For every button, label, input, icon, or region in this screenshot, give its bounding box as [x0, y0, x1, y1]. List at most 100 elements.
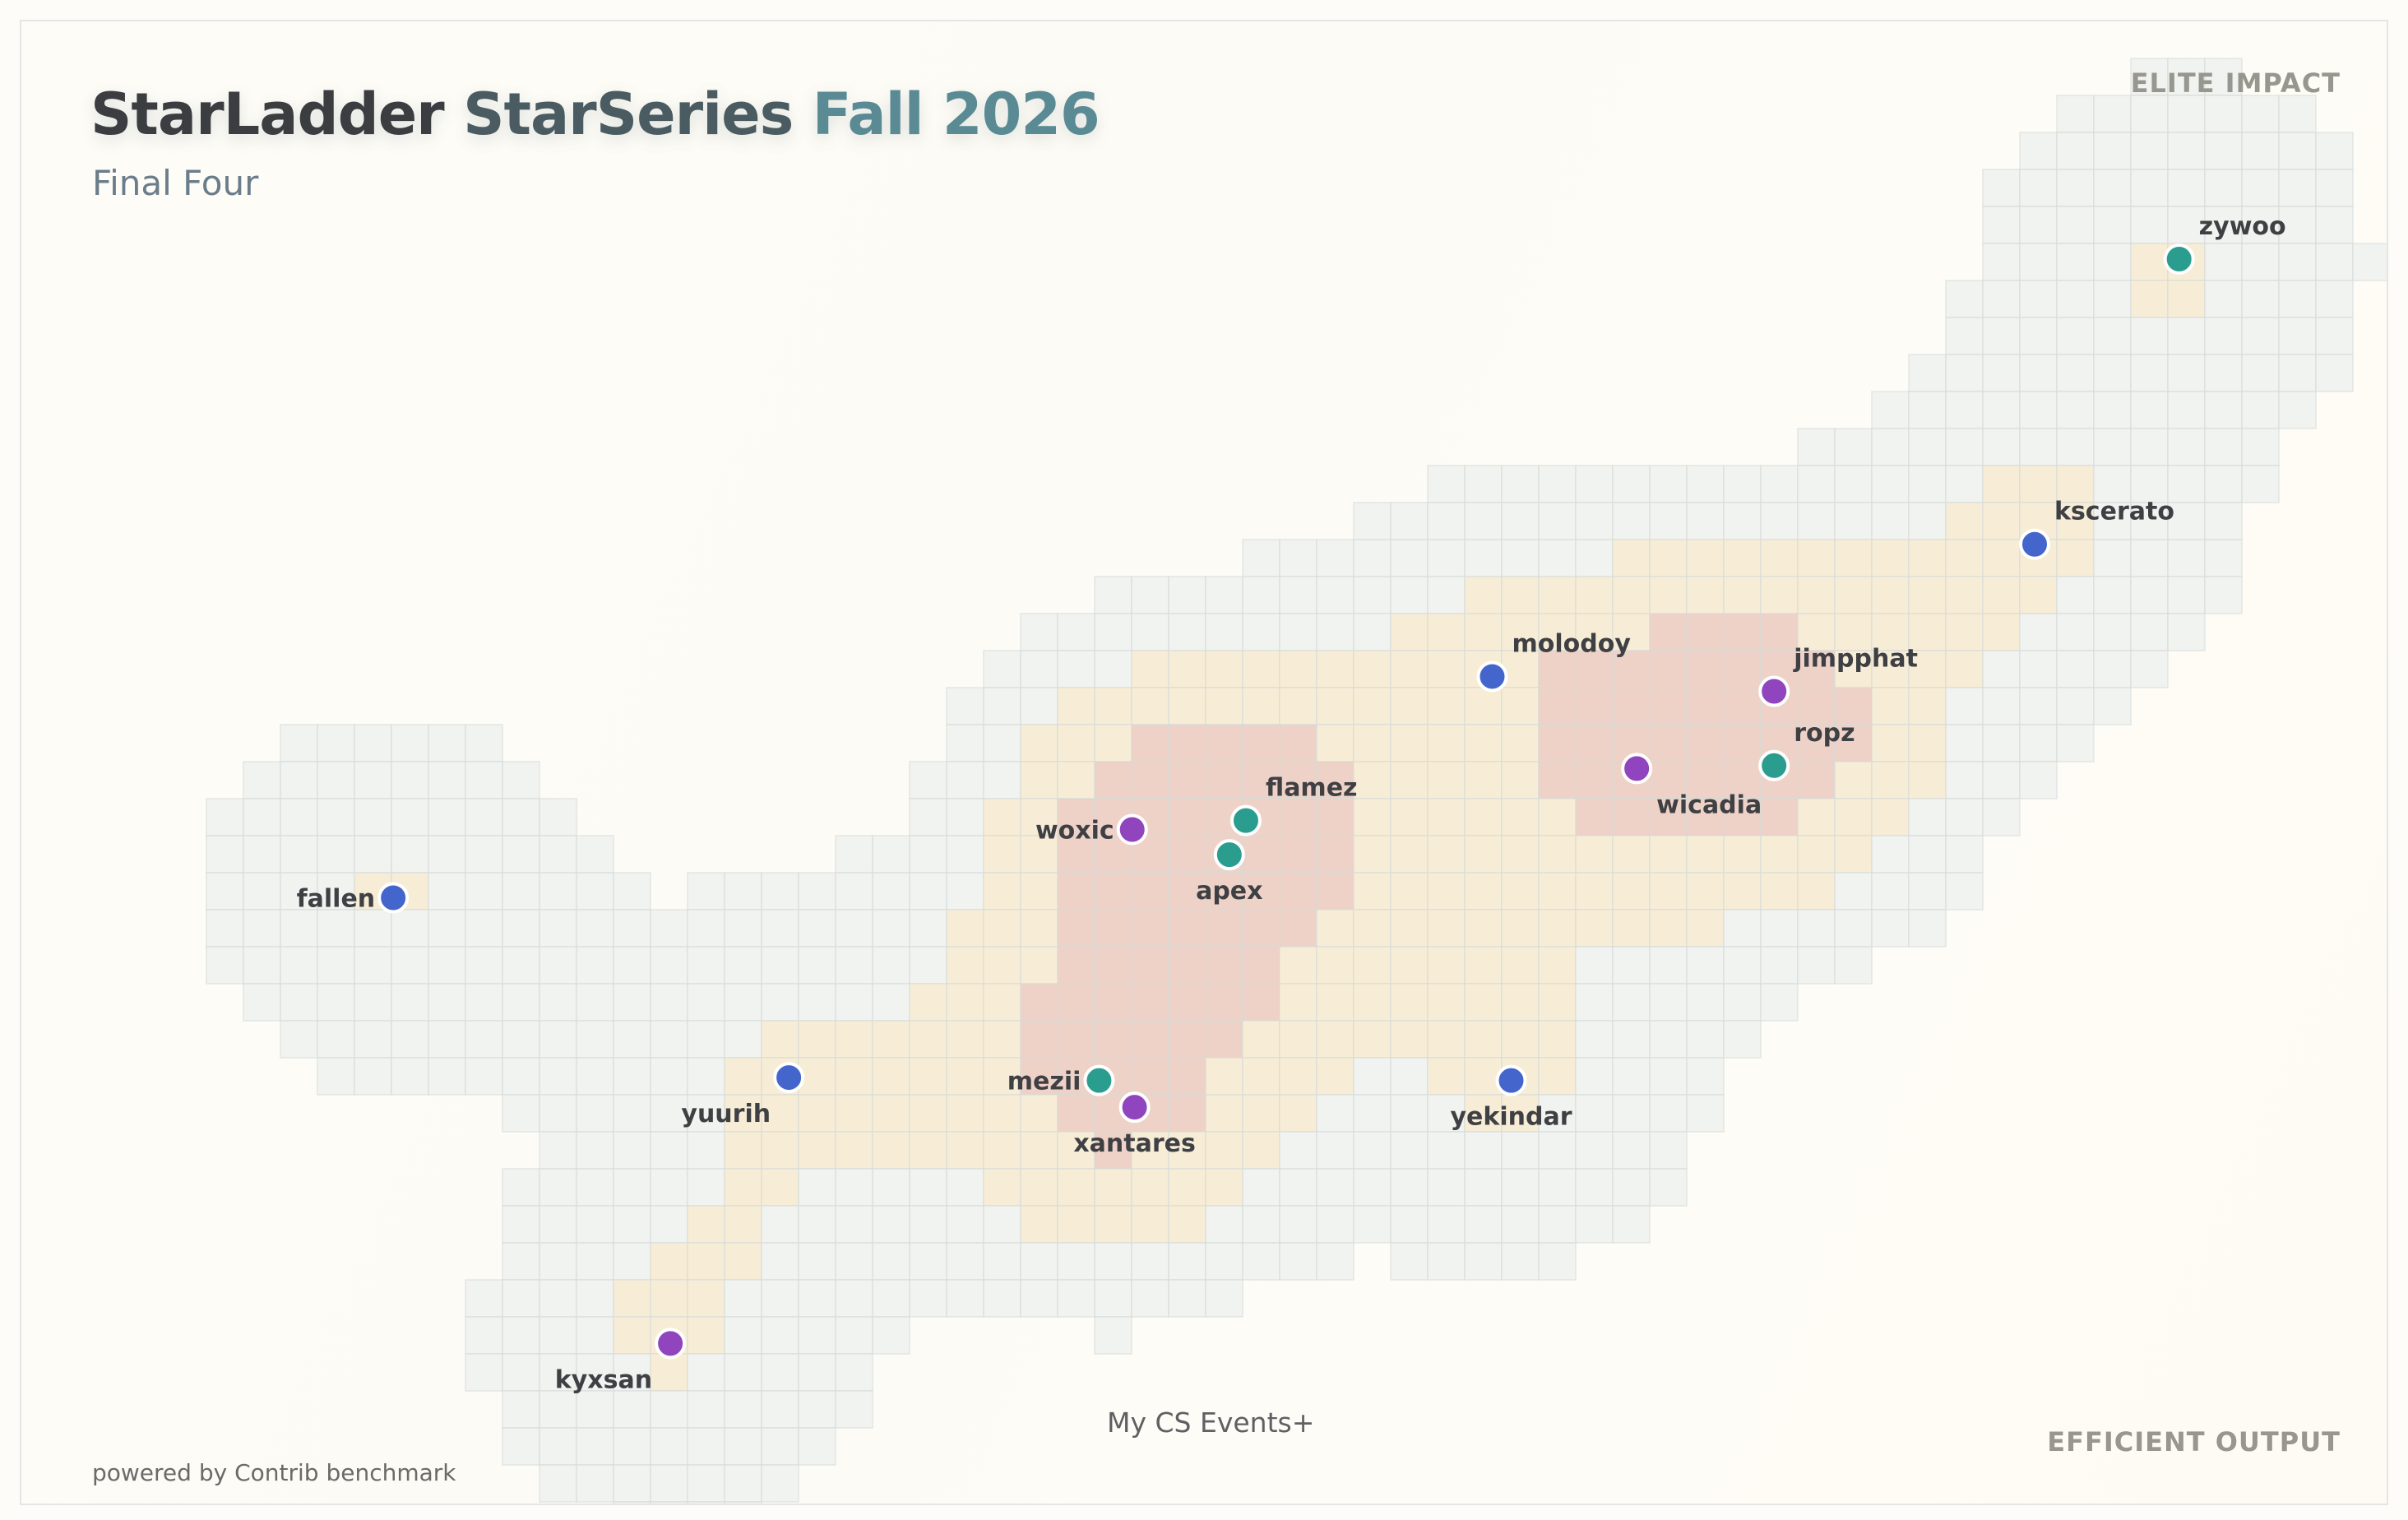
- density-cell: [465, 724, 503, 762]
- density-cell: [1057, 761, 1095, 799]
- density-cell: [1686, 613, 1725, 651]
- title-part-2: StarSeries: [463, 81, 794, 148]
- density-cell: [1908, 872, 1947, 911]
- density-cell: [613, 1131, 651, 1170]
- density-cell: [687, 1501, 725, 1504]
- density-cell: [539, 1131, 577, 1170]
- density-cell: [835, 1205, 873, 1244]
- point-fallen[interactable]: [377, 882, 410, 914]
- density-cell: [761, 909, 799, 948]
- density-cell: [2204, 132, 2243, 170]
- density-cell: [1390, 872, 1429, 911]
- density-cell: [1760, 909, 1799, 948]
- density-cell: [539, 1316, 577, 1355]
- density-cell: [798, 983, 836, 1022]
- point-label-ropz: ropz: [1794, 719, 1855, 748]
- point-apex[interactable]: [1213, 839, 1245, 871]
- density-cell: [1871, 909, 1910, 948]
- density-cell: [909, 1020, 947, 1059]
- density-cell: [1982, 465, 2021, 503]
- density-cell: [2130, 243, 2169, 281]
- density-cell: [2093, 687, 2132, 725]
- density-cell: [1612, 1094, 1651, 1133]
- density-cell: [1131, 761, 1169, 799]
- point-label-jimpphat: jimpphat: [1793, 645, 1918, 674]
- density-cell: [1057, 724, 1095, 762]
- point-label-molodoy: molodoy: [1512, 629, 1631, 658]
- density-cell: [2167, 613, 2206, 651]
- density-cell: [1427, 761, 1466, 799]
- density-cell: [2204, 539, 2243, 577]
- density-cell: [946, 1168, 984, 1207]
- density-cell: [280, 761, 318, 799]
- density-cell: [650, 946, 688, 985]
- density-cell: [650, 1427, 688, 1466]
- density-cell: [2204, 206, 2243, 244]
- density-cell: [1464, 1242, 1503, 1281]
- density-cell: [835, 872, 873, 911]
- density-cell: [1168, 946, 1206, 985]
- point-jimpphat[interactable]: [1758, 675, 1790, 707]
- density-cell: [206, 835, 244, 874]
- point-molodoy[interactable]: [1476, 660, 1508, 693]
- density-cell: [1094, 724, 1132, 762]
- density-cell: [798, 909, 836, 948]
- point-wicadia[interactable]: [1621, 753, 1653, 785]
- point-label-wicadia: wicadia: [1656, 790, 1762, 819]
- point-xantares[interactable]: [1118, 1091, 1151, 1124]
- density-cell: [1723, 613, 1762, 651]
- density-cell: [1501, 1242, 1540, 1281]
- density-cell: [613, 1094, 651, 1133]
- point-yekindar[interactable]: [1495, 1064, 1527, 1096]
- density-cell: [2056, 576, 2095, 614]
- density-cell: [2093, 206, 2132, 244]
- point-yuurih[interactable]: [773, 1062, 805, 1094]
- density-cell: [465, 835, 503, 874]
- density-cell: [1427, 1131, 1466, 1170]
- density-cell: [1501, 835, 1540, 874]
- density-cell: [2019, 428, 2058, 466]
- density-cell: [650, 1464, 688, 1503]
- point-mezii[interactable]: [1083, 1064, 1115, 1096]
- density-cell: [1612, 1020, 1651, 1059]
- point-flamez[interactable]: [1229, 804, 1262, 836]
- density-cell: [428, 1057, 466, 1096]
- density-cell: [946, 1020, 984, 1059]
- density-cell: [1575, 687, 1614, 725]
- point-ropz[interactable]: [1758, 749, 1790, 781]
- density-cell: [909, 1057, 947, 1096]
- density-cell: [1279, 1131, 1317, 1170]
- density-cell: [1390, 983, 1429, 1022]
- density-cell: [576, 1205, 614, 1244]
- density-cell: [1057, 1094, 1095, 1133]
- density-cell: [1242, 539, 1280, 577]
- point-zywoo[interactable]: [2163, 243, 2195, 275]
- density-cell: [539, 1390, 577, 1429]
- density-cell: [2241, 354, 2280, 392]
- density-cell: [1353, 1057, 1392, 1096]
- density-cell: [465, 1279, 503, 1318]
- density-cell: [1279, 724, 1317, 762]
- density-cell: [650, 983, 688, 1022]
- point-woxic[interactable]: [1116, 813, 1148, 846]
- density-cell: [576, 909, 614, 948]
- density-cell: [1353, 687, 1392, 725]
- density-cell: [1575, 465, 1614, 503]
- density-cell: [2278, 169, 2317, 207]
- density-cell: [724, 946, 762, 985]
- point-kscerato[interactable]: [2019, 528, 2050, 560]
- density-cell: [835, 983, 873, 1022]
- density-cell: [1686, 872, 1725, 911]
- point-kyxsan[interactable]: [655, 1328, 687, 1360]
- density-cell: [1575, 1094, 1614, 1133]
- density-cell: [2241, 317, 2280, 355]
- density-cell: [2019, 169, 2058, 207]
- density-cell: [687, 983, 725, 1022]
- density-cell: [1649, 1094, 1688, 1133]
- density-cell: [502, 798, 540, 836]
- density-cell: [1612, 798, 1651, 836]
- density-cell: [1020, 650, 1058, 688]
- density-cell: [872, 1205, 910, 1244]
- density-cell: [1094, 761, 1132, 799]
- density-cell: [2167, 280, 2206, 318]
